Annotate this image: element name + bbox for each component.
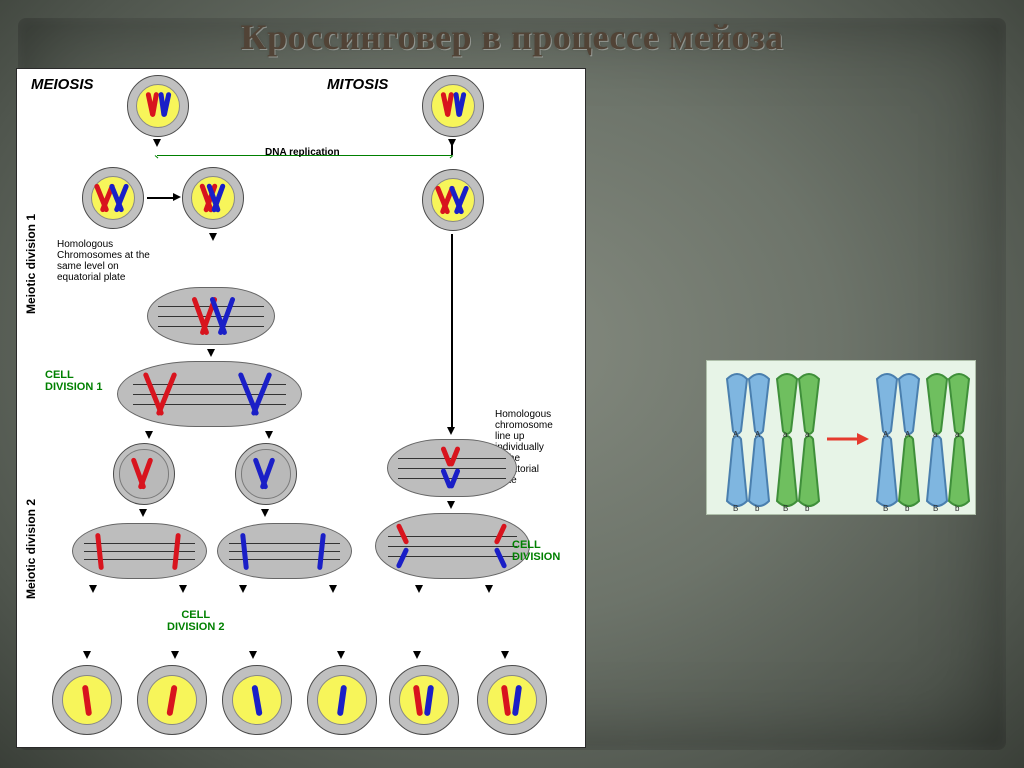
svg-text:a: a <box>783 430 788 439</box>
mitosis-metaphase <box>387 439 517 497</box>
anaphase2-left <box>72 523 207 579</box>
svg-text:b: b <box>955 504 960 513</box>
svg-text:A: A <box>883 430 889 439</box>
crossing-over-panel: A A a a Bb Bb A A a a Bb Bb <box>706 360 976 515</box>
mitosis-start-cell <box>422 75 484 137</box>
meiosis2-left-start <box>113 443 175 505</box>
meiosis-start-cell <box>127 75 189 137</box>
anaphase2-right <box>217 523 352 579</box>
svg-text:B: B <box>733 504 738 513</box>
mitosis-replicated-cell <box>422 169 484 231</box>
slide: Кроссинговер в процессе мейоза MEIOSIS M… <box>0 0 1024 768</box>
meiosis-product-1 <box>52 665 122 735</box>
meiosis-replicated-cell <box>82 167 144 229</box>
crossing-over-svg: A A a a Bb Bb A A a a Bb Bb <box>707 361 977 516</box>
cell-division-1-label: CELL DIVISION 1 <box>45 369 102 393</box>
meiotic-div1-label: Meiotic division 1 <box>25 164 38 314</box>
svg-text:B: B <box>883 504 888 513</box>
mitosis-anaphase <box>375 513 530 579</box>
homologous-pairing-label: Homologous Chromosomes at the same level… <box>57 239 167 283</box>
slide-title: Кроссинговер в процессе мейоза <box>0 16 1024 58</box>
svg-text:a: a <box>955 430 960 439</box>
cell-division-label: CELL DIVISION <box>512 539 560 563</box>
header-mitosis: MITOSIS <box>327 77 388 94</box>
mitosis-product-1 <box>389 665 459 735</box>
meiosis-product-4 <box>307 665 377 735</box>
svg-text:A: A <box>755 430 761 439</box>
anaphase1-cell <box>117 361 302 427</box>
meiotic-div2-label: Meiotic division 2 <box>25 449 38 599</box>
header-meiosis: MEIOSIS <box>31 77 94 94</box>
cell-division-2-label: CELL DIVISION 2 <box>167 609 224 633</box>
svg-text:A: A <box>733 430 739 439</box>
svg-text:A: A <box>905 430 911 439</box>
svg-text:b: b <box>905 504 910 513</box>
meiosis-pairing-cell <box>182 167 244 229</box>
meiosis2-right-start <box>235 443 297 505</box>
svg-text:a: a <box>933 430 938 439</box>
meiosis-mitosis-diagram: MEIOSIS MITOSIS DNA replication <box>16 68 586 748</box>
svg-text:B: B <box>783 504 788 513</box>
meiosis-product-2 <box>137 665 207 735</box>
svg-text:B: B <box>933 504 938 513</box>
meiosis-product-3 <box>222 665 292 735</box>
dna-replication-label: DNA replication <box>265 147 340 158</box>
svg-text:b: b <box>805 504 810 513</box>
svg-text:a: a <box>805 430 810 439</box>
mitosis-product-2 <box>477 665 547 735</box>
metaphase1-spindle <box>147 287 275 345</box>
svg-text:b: b <box>755 504 760 513</box>
